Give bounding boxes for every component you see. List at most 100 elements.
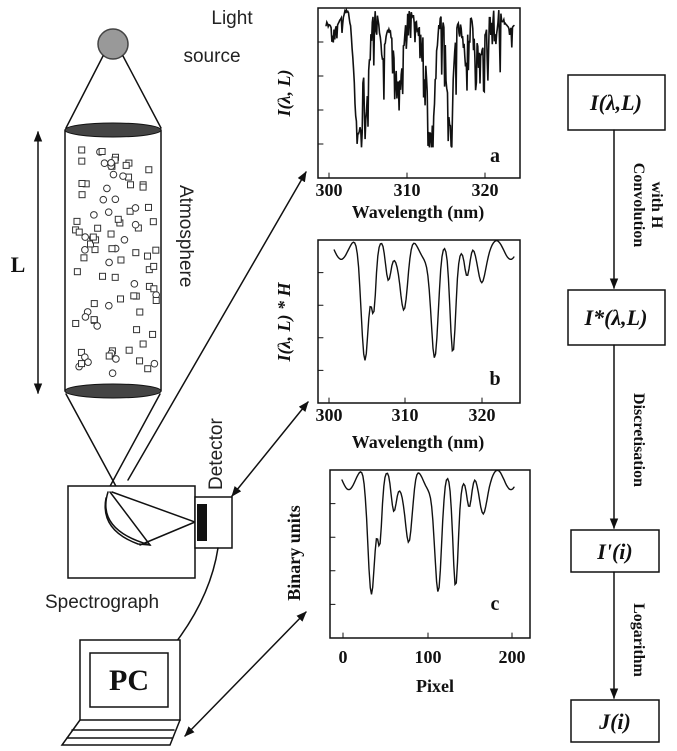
particle — [145, 166, 153, 174]
x-tick-label: 310 — [392, 405, 419, 425]
x-tick-label: 320 — [472, 180, 499, 200]
particle — [108, 369, 117, 378]
light-source — [97, 28, 129, 60]
particle — [77, 348, 85, 356]
x-axis-label: Pixel — [416, 676, 454, 696]
flow-node: J(i) — [598, 709, 631, 734]
particle — [90, 211, 98, 219]
flow-node: I*(λ,L) — [584, 305, 648, 330]
x-tick-label: 200 — [499, 647, 526, 667]
arrow — [127, 171, 307, 481]
particle — [119, 172, 127, 180]
beam — [65, 393, 119, 491]
atmosphere-label: Atmosphere — [175, 185, 196, 287]
y-axis-label: I(λ, L) — [274, 70, 295, 118]
beam — [107, 393, 161, 491]
particle — [150, 285, 158, 293]
plot-frame — [317, 7, 521, 179]
particle — [105, 258, 113, 267]
spectrograph-label: Spectrograph — [45, 592, 159, 613]
particle — [143, 252, 151, 260]
flow-edge-label: Convolution — [630, 163, 647, 248]
spectrum-curve — [341, 469, 515, 595]
spectrum-curve — [325, 7, 515, 148]
particle — [78, 360, 86, 368]
particle — [80, 254, 88, 262]
x-tick-label: 310 — [394, 180, 421, 200]
particle — [117, 256, 125, 264]
particle — [107, 230, 115, 238]
particle — [78, 146, 86, 154]
flow-edge-label: Logarithm — [630, 603, 647, 677]
x-tick-label: 300 — [316, 405, 343, 425]
particle — [117, 295, 125, 303]
particle — [114, 215, 122, 223]
flow-node: I'(i) — [596, 539, 632, 564]
particle — [93, 322, 101, 330]
beam — [65, 55, 104, 129]
particle — [144, 203, 152, 211]
panel-label: b — [489, 368, 500, 390]
particle — [144, 365, 152, 373]
particle — [98, 147, 106, 155]
x-tick-label: 100 — [415, 647, 442, 667]
particle — [126, 207, 134, 215]
particle — [130, 280, 139, 288]
particle — [72, 319, 80, 327]
particle — [149, 330, 157, 338]
particle — [133, 326, 141, 334]
particle — [149, 218, 157, 226]
light-source-label: Light — [211, 8, 253, 29]
spectrograph — [67, 485, 198, 579]
particle — [112, 355, 120, 363]
x-tick-label: 320 — [469, 405, 496, 425]
light-source-label: source — [183, 46, 240, 67]
y-axis-label: I(λ, L) * H — [274, 282, 295, 363]
particle — [81, 246, 89, 254]
plot-frame — [317, 239, 521, 404]
particle — [152, 296, 160, 304]
particle — [131, 204, 140, 212]
plot-frame — [329, 469, 531, 639]
detector-label: Detector — [206, 418, 227, 490]
pc — [60, 639, 181, 746]
particle — [75, 228, 83, 236]
x-tick-label: 300 — [316, 180, 343, 200]
particle — [78, 191, 86, 199]
panel-label: c — [491, 593, 500, 615]
particle — [78, 179, 86, 187]
particle — [91, 246, 99, 254]
particle — [122, 161, 130, 169]
particle — [105, 301, 113, 310]
particle — [132, 249, 140, 257]
atmosphere-cylinder — [64, 122, 162, 399]
particle — [81, 313, 90, 321]
arrow — [231, 401, 309, 497]
particle — [136, 357, 144, 365]
particle — [89, 233, 97, 241]
arrow — [184, 611, 307, 737]
particle — [111, 195, 120, 204]
particle — [73, 217, 81, 225]
particle — [127, 181, 135, 189]
particle — [78, 157, 86, 165]
particle — [131, 220, 140, 229]
particle — [103, 184, 111, 193]
y-axis-label: Binary units — [284, 505, 304, 601]
particle — [136, 308, 144, 316]
particle — [109, 170, 118, 179]
flow-node: I(λ,L) — [589, 90, 642, 115]
panel-label: a — [490, 145, 500, 167]
particle — [139, 183, 147, 191]
flow-edge-label: Discretisation — [630, 393, 647, 487]
particle — [139, 340, 147, 348]
beam — [122, 55, 162, 129]
particle — [73, 268, 81, 276]
particle — [107, 159, 115, 167]
particle — [152, 246, 160, 254]
particle — [81, 233, 89, 241]
particle — [99, 195, 108, 204]
particle — [90, 300, 98, 308]
flow — [567, 74, 666, 743]
